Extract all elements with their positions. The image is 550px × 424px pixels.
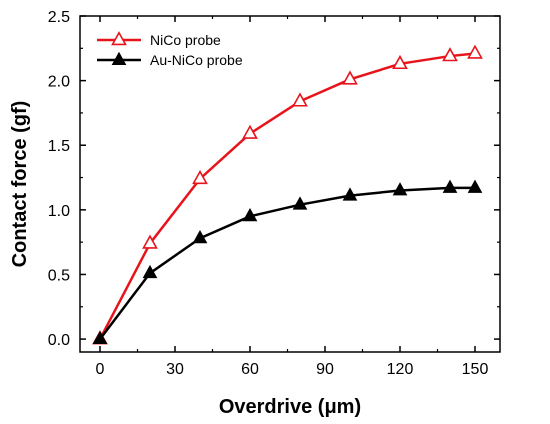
y-tick-label: 2.5	[48, 9, 70, 26]
x-tick-label: 150	[462, 361, 489, 378]
axis-ticks: 0 30 60 90 120 150 0.0 0.5 1.0 1.5 2.0 2.5	[48, 9, 500, 378]
data-point-au-nico	[442, 179, 458, 193]
data-point-nico	[142, 234, 158, 249]
y-tick-label: 0.0	[48, 332, 70, 349]
data-point-au-nico	[292, 196, 308, 210]
x-tick-label: 60	[241, 361, 259, 378]
legend-label-nico: NiCo probe	[150, 32, 221, 48]
data-point-au-nico	[142, 264, 158, 279]
y-tick-label: 0.5	[48, 267, 70, 284]
legend: NiCo probe Au-NiCo probe	[97, 31, 243, 68]
x-axis-title: Overdrive (μm)	[219, 396, 361, 418]
legend-marker-au-nico	[111, 51, 127, 65]
legend-label-au-nico: Au-NiCo probe	[150, 52, 243, 68]
data-point-nico	[467, 44, 483, 59]
y-tick-label: 2.0	[48, 74, 70, 91]
data-point-au-nico	[342, 187, 358, 201]
data-point-au-nico	[192, 229, 208, 244]
data-point-nico	[442, 47, 458, 62]
x-tick-label: 0	[96, 361, 105, 378]
data-point-nico	[242, 124, 258, 139]
data-point-au-nico	[92, 330, 108, 345]
data-point-au-nico	[392, 182, 408, 196]
x-tick-label: 120	[387, 361, 414, 378]
series-line-au-nico	[99, 186, 475, 340]
plot-frame	[79, 15, 501, 353]
y-tick-label: 1.5	[48, 138, 70, 155]
series-line-nico	[98, 52, 476, 340]
data-point-nico	[342, 70, 358, 85]
plot-frame-box	[79, 15, 501, 353]
data-point-au-nico	[242, 208, 258, 222]
data-point-nico	[292, 92, 308, 107]
data-point-nico	[392, 54, 408, 70]
y-tick-label: 1.0	[48, 203, 70, 220]
y-axis-title: Contact force (gf)	[9, 101, 31, 268]
legend-marker-nico	[111, 31, 127, 46]
series-layer	[92, 44, 483, 345]
data-point-nico	[192, 169, 208, 185]
data-point-au-nico	[467, 179, 483, 193]
x-tick-label: 90	[316, 361, 334, 378]
x-tick-label: 30	[166, 361, 184, 378]
